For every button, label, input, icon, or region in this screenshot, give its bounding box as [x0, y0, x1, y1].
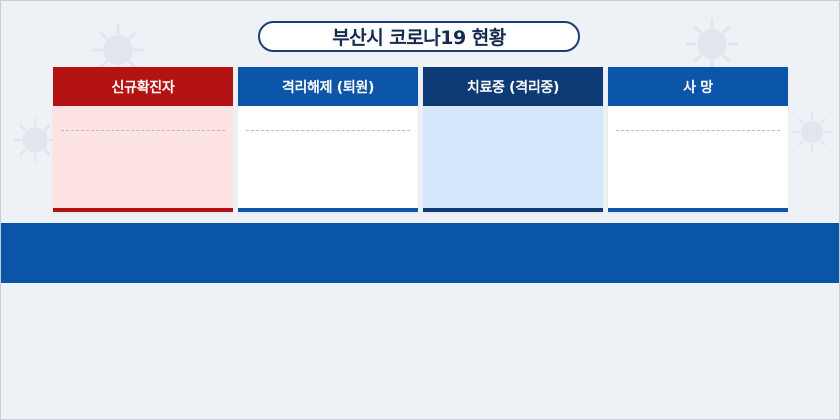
stat-card-body — [238, 106, 418, 208]
stat-card-header: 치료중 (격리중) — [423, 67, 603, 106]
page-title-text: 부산시 코로나19 현황 — [332, 27, 506, 49]
blue-band — [1, 223, 839, 283]
stat-card-new-cases: 신규확진자 — [53, 67, 233, 212]
virus-icon — [13, 118, 57, 162]
stat-card-divider — [246, 130, 410, 131]
stat-card-divider — [616, 130, 780, 131]
stat-card-header: 격리해제 (퇴원) — [238, 67, 418, 106]
stat-card-accent-bar — [238, 208, 418, 212]
stat-card-accent-bar — [608, 208, 788, 212]
stat-card-header: 신규확진자 — [53, 67, 233, 106]
stat-card-body — [423, 106, 603, 208]
stat-card-header: 사 망 — [608, 67, 788, 106]
stat-card-label: 격리해제 (퇴원) — [281, 79, 375, 96]
virus-icon — [792, 112, 832, 152]
stat-card-divider — [61, 130, 225, 131]
stat-card-body — [608, 106, 788, 208]
stat-card-label: 사 망 — [683, 79, 713, 96]
stat-card-deaths: 사 망 — [608, 67, 788, 212]
virus-icon — [686, 18, 738, 70]
stat-card-accent-bar — [423, 208, 603, 212]
stat-card-released: 격리해제 (퇴원) — [238, 67, 418, 212]
stat-card-in-treatment: 치료중 (격리중) — [423, 67, 603, 212]
stat-card-label: 치료중 (격리중) — [466, 79, 560, 96]
stat-card-label: 신규확진자 — [111, 79, 175, 96]
stat-card-accent-bar — [53, 208, 233, 212]
stat-card-body — [53, 106, 233, 208]
page-title: 부산시 코로나19 현황 — [258, 21, 580, 52]
